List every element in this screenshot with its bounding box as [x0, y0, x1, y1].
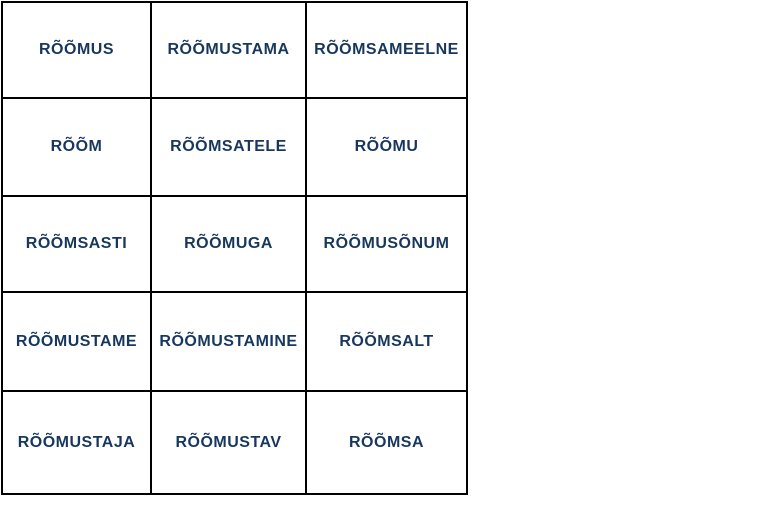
word-grid-table: RÕÕMUS RÕÕMUSTAMA RÕÕMSAMEELNE RÕÕM RÕÕM…	[1, 1, 468, 495]
table-row: RÕÕMUSTAJA RÕÕMUSTAV RÕÕMSA	[1, 390, 468, 495]
word-card[interactable]: RÕÕMSATELE	[150, 97, 307, 197]
word-card[interactable]: RÕÕMSAMEELNE	[305, 1, 468, 99]
word-card[interactable]: RÕÕMUS	[1, 1, 152, 99]
word-card[interactable]: RÕÕMUSTAMA	[150, 1, 307, 99]
table-row: RÕÕMSASTI RÕÕMUGA RÕÕMUSÕNUM	[1, 195, 468, 293]
word-card[interactable]: RÕÕMUGA	[150, 195, 307, 293]
table-row: RÕÕM RÕÕMSATELE RÕÕMU	[1, 97, 468, 197]
table-row: RÕÕMUS RÕÕMUSTAMA RÕÕMSAMEELNE	[1, 1, 468, 99]
word-card[interactable]: RÕÕMSASTI	[1, 195, 152, 293]
word-card[interactable]: RÕÕMUSTAMINE	[150, 291, 307, 392]
word-card[interactable]: RÕÕMUSTAV	[150, 390, 307, 495]
word-card[interactable]: RÕÕMSA	[305, 390, 468, 495]
word-card[interactable]: RÕÕMSALT	[305, 291, 468, 392]
word-card[interactable]: RÕÕMU	[305, 97, 468, 197]
word-card[interactable]: RÕÕM	[1, 97, 152, 197]
word-card[interactable]: RÕÕMUSÕNUM	[305, 195, 468, 293]
table-row: RÕÕMUSTAME RÕÕMUSTAMINE RÕÕMSALT	[1, 291, 468, 392]
word-card[interactable]: RÕÕMUSTAME	[1, 291, 152, 392]
word-card[interactable]: RÕÕMUSTAJA	[1, 390, 152, 495]
